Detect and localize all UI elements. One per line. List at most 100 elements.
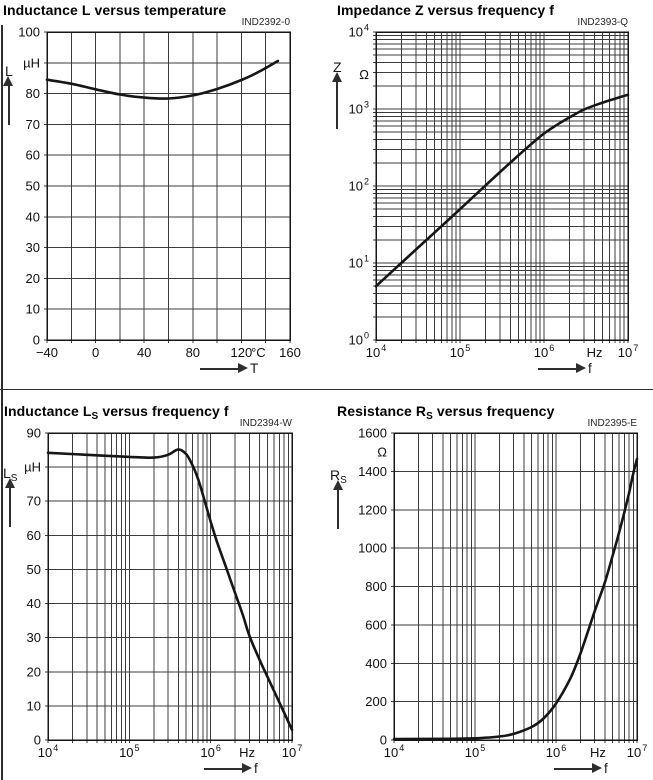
y-tick-label: 20	[27, 664, 41, 679]
chart-title: Resistance RS versus frequency	[337, 403, 555, 422]
y-tick-label: 0	[34, 733, 41, 748]
y-tick-label: 80	[26, 86, 40, 101]
chart-impedance-vs-frequency: 104 Ω 103 102 101 100 104 105 106 Hz 107 Impedance…	[326, 0, 653, 390]
up-arrow-icon	[332, 480, 343, 529]
y-axis-label: L	[3, 64, 14, 125]
gridlines	[391, 432, 638, 743]
title-subscript: S	[91, 411, 99, 422]
y-tick-label: 70	[27, 494, 41, 509]
series-curve	[392, 457, 639, 741]
y-tick-label: 40	[26, 209, 40, 224]
plot-frame	[47, 432, 293, 741]
y-tick-label: 40	[27, 596, 41, 611]
title-text: versus frequency f	[98, 403, 229, 419]
x-tick-label: 40	[137, 345, 151, 360]
x-axis-label: f	[554, 762, 608, 776]
y-tick-label: 90	[27, 426, 41, 441]
y-axis-letter: RS	[330, 467, 347, 486]
chart-title: Impedance Z versus frequency f	[337, 2, 554, 18]
series-curve	[45, 59, 280, 100]
y-tick-label: 100	[349, 331, 369, 348]
chart-series-inductance-vs-frequency: 90 µH 70 60 50 40 30 20 10 0 104 105 106 Hz 107 Induct…	[0, 390, 326, 780]
x-tick-label: 160	[279, 345, 301, 360]
row-divider	[0, 388, 653, 390]
figure-code: IND2393-Q	[577, 17, 628, 28]
y-tick-label: 50	[26, 179, 40, 194]
title-text: Inductance L	[3, 2, 91, 18]
x-axis-label: f	[538, 362, 592, 376]
y-tick-label: 0	[380, 733, 387, 748]
plot-frame	[375, 31, 629, 341]
x-tick-label: 107	[618, 343, 638, 360]
y-tick-label: Ω	[377, 445, 387, 460]
y-tick-label: 102	[349, 177, 369, 194]
y-tick-label: 10	[27, 698, 41, 713]
x-axis-letter: f	[588, 361, 592, 376]
series-curve	[374, 93, 630, 288]
y-tick-label: 800	[365, 579, 387, 594]
series-curve	[46, 448, 294, 732]
x-tick-label: 106	[546, 743, 566, 760]
up-arrow-icon	[4, 478, 15, 527]
x-tick-label: Hz	[239, 745, 255, 760]
x-tick-label: 0	[92, 345, 99, 360]
right-arrow-icon	[204, 763, 252, 774]
x-tick-label: Hz	[590, 745, 606, 760]
y-tick-label: 600	[365, 617, 387, 632]
y-tick-label: 103	[349, 100, 369, 117]
x-tick-label: Hz	[587, 345, 603, 360]
x-tick-label: 120	[231, 345, 253, 360]
y-axis-letter: Z	[333, 59, 342, 75]
y-tick-label: 10	[26, 302, 40, 317]
title-subscript: S	[426, 411, 433, 422]
y-tick-label: 0	[33, 333, 40, 348]
figure-code: IND2392-0	[241, 17, 290, 28]
chart-inductance-vs-temperature: 100 µH 80 70 60 50 40 30 20 10 0 −40 0 40 80 120 °C 160 I…	[0, 0, 326, 390]
x-tick-label: 106	[534, 343, 554, 360]
y-tick-label: Ω	[359, 67, 369, 82]
y-tick-label: 400	[365, 656, 387, 671]
y-tick-label: 101	[349, 254, 369, 271]
title-text: Resistance R	[337, 403, 427, 419]
title-text: versus frequency	[432, 403, 555, 419]
x-tick-label: 105	[119, 743, 139, 760]
gridlines	[44, 31, 291, 343]
x-tick-label: 106	[200, 743, 220, 760]
y-tick-label: 30	[27, 630, 41, 645]
x-axis-letter: f	[254, 761, 258, 776]
gridlines	[373, 31, 629, 343]
y-tick-label: µH	[24, 460, 41, 475]
y-tick-label: 1400	[358, 464, 387, 479]
y-tick-label: 60	[27, 528, 41, 543]
y-axis-label: RS	[330, 468, 347, 529]
x-tick-label: 104	[38, 743, 58, 760]
chart-title: Inductance LS versus frequency f	[4, 403, 229, 422]
y-tick-label: µH	[23, 55, 40, 70]
y-tick-label: 200	[365, 694, 387, 709]
x-tick-label: °C	[251, 345, 266, 360]
x-axis-letter: f	[604, 761, 608, 776]
x-tick-label: 107	[627, 743, 647, 760]
up-arrow-icon	[331, 72, 342, 129]
gridlines	[45, 432, 293, 743]
title-text: Inductance L	[4, 403, 92, 419]
x-tick-label: 105	[450, 343, 470, 360]
y-tick-label: 104	[349, 23, 369, 40]
figure-code: IND2394-W	[239, 418, 292, 429]
x-axis-letter: T	[250, 361, 259, 376]
y-tick-label: 1600	[358, 426, 387, 441]
x-tick-label: −40	[36, 345, 58, 360]
x-tick-label: 105	[465, 743, 485, 760]
y-tick-label: 1000	[358, 541, 387, 556]
title-text: versus temperature	[90, 2, 227, 18]
x-tick-label: 80	[186, 345, 200, 360]
